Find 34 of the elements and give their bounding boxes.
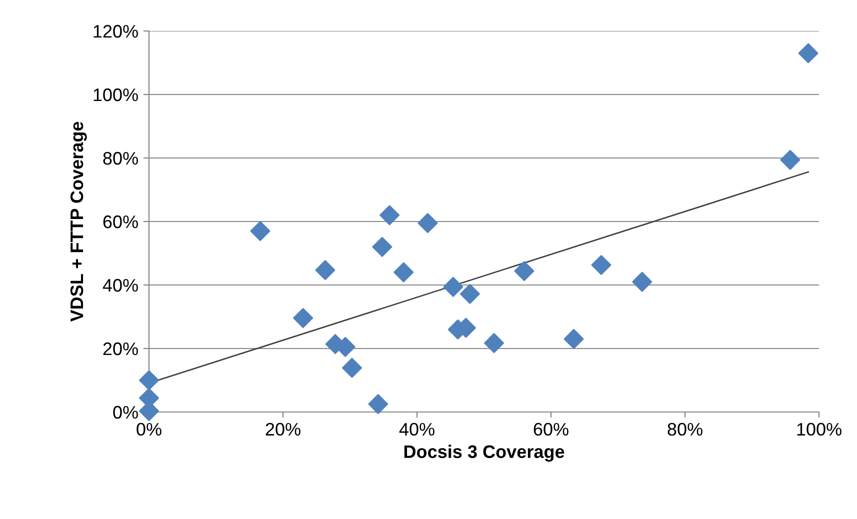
x-tick-label: 40% [399, 422, 434, 436]
point [380, 205, 400, 226]
point [138, 370, 160, 390]
point [368, 394, 388, 414]
x-tick-label: 100% [797, 422, 842, 436]
y-tick-label: 100% [94, 88, 138, 102]
y-tick-label: 80% [103, 152, 138, 165]
point [250, 221, 270, 242]
y-axis-title: VDSL + FTTP Coverage [70, 122, 87, 322]
x-axis-title: Docsis 3 Coverage [404, 444, 564, 462]
y-tick-label: 20% [103, 342, 138, 356]
point [443, 276, 464, 297]
point [372, 236, 392, 257]
point [798, 43, 818, 64]
point [460, 284, 480, 304]
point [564, 328, 584, 349]
y-tick-label: 120% [94, 24, 138, 38]
point [484, 333, 504, 354]
y-tick-label: 40% [102, 278, 138, 292]
point [418, 213, 438, 234]
point [342, 358, 362, 378]
point [394, 262, 414, 282]
x-tick-label: 60% [534, 422, 568, 436]
point [632, 272, 652, 292]
point [591, 254, 612, 276]
y-tick-label: 60% [103, 215, 138, 228]
point [293, 308, 314, 328]
point [315, 260, 336, 280]
x-tick-label: 80% [668, 422, 702, 436]
y-tick-label: 0% [113, 406, 138, 419]
point [780, 150, 800, 170]
x-tick-label: 20% [266, 422, 300, 436]
x-tick-label: 0% [136, 422, 162, 436]
point [514, 261, 534, 282]
